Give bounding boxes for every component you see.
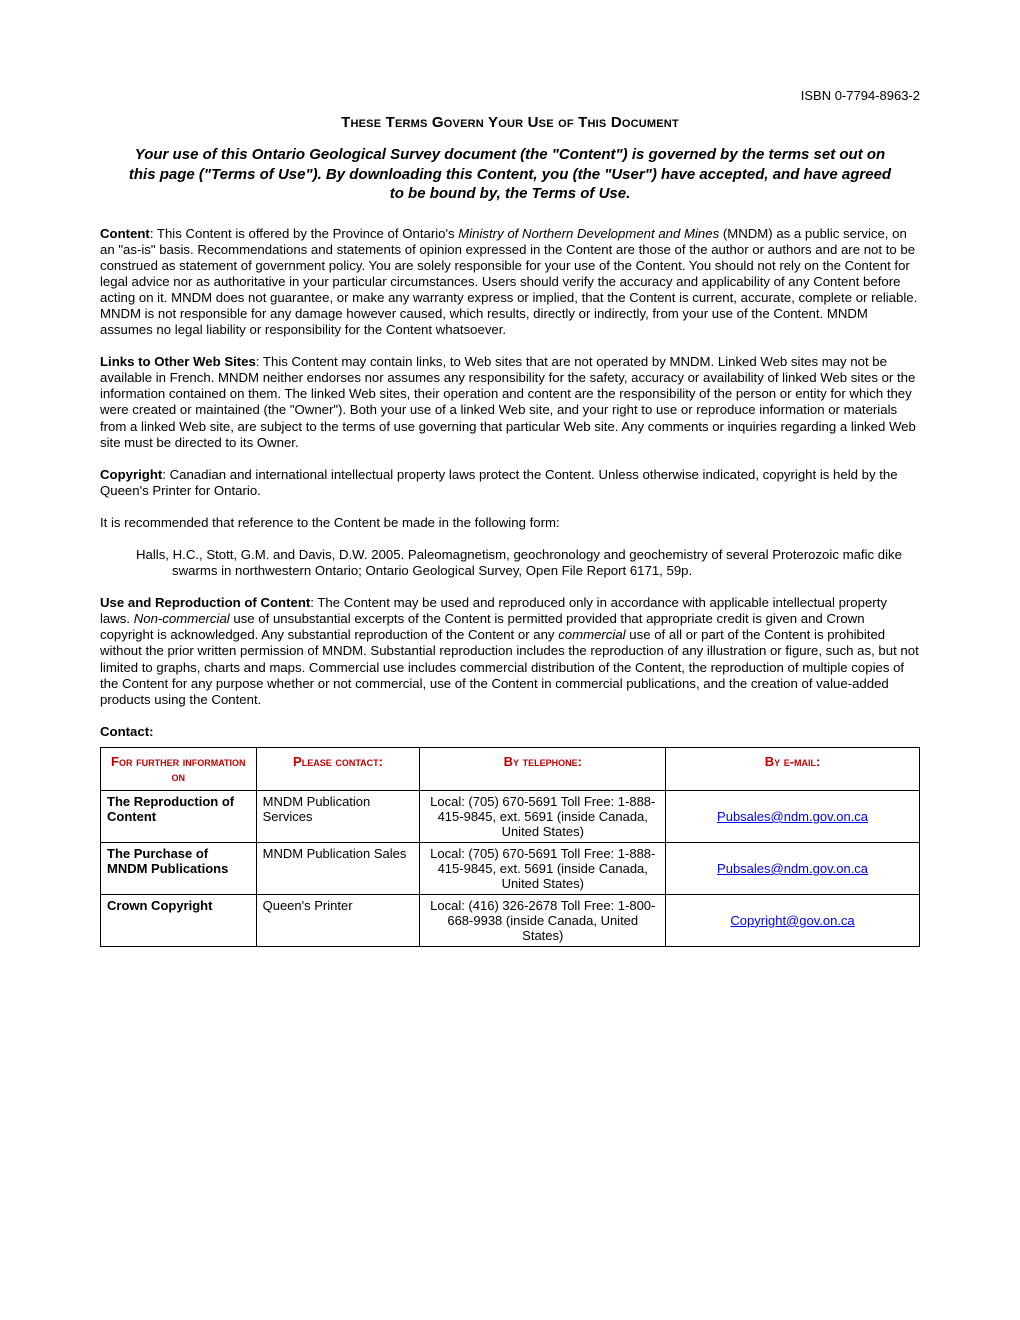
phone-cell: Local: (705) 670-5691 Toll Free: 1-888-4…	[420, 842, 666, 894]
ministry-name: Ministry of Northern Development and Min…	[458, 226, 719, 241]
email-cell: Pubsales@ndm.gov.on.ca	[666, 842, 920, 894]
email-link[interactable]: Copyright@gov.on.ca	[730, 913, 854, 928]
commercial: commercial	[558, 627, 625, 642]
phone-cell: Local: (416) 326-2678 Toll Free: 1-800-6…	[420, 894, 666, 946]
subtitle: Your use of this Ontario Geological Surv…	[120, 145, 900, 204]
header-phone: By telephone:	[420, 747, 666, 790]
text: : Canadian and international intellectua…	[100, 467, 898, 498]
topic-cell: The Reproduction of Content	[101, 790, 257, 842]
copyright-label: Copyright	[100, 467, 162, 482]
reference-intro: It is recommended that reference to the …	[100, 515, 920, 531]
text: : This Content is offered by the Provinc…	[150, 226, 458, 241]
header-email: By e-mail:	[666, 747, 920, 790]
table-row: The Reproduction of Content MNDM Publica…	[101, 790, 920, 842]
citation-block: Halls, H.C., Stott, G.M. and Davis, D.W.…	[100, 547, 920, 579]
non-commercial: Non-commercial	[134, 611, 230, 626]
topic-cell: Crown Copyright	[101, 894, 257, 946]
email-link[interactable]: Pubsales@ndm.gov.on.ca	[717, 861, 868, 876]
links-label: Links to Other Web Sites	[100, 354, 256, 369]
contact-cell: Queen's Printer	[256, 894, 420, 946]
phone-cell: Local: (705) 670-5691 Toll Free: 1-888-4…	[420, 790, 666, 842]
email-cell: Pubsales@ndm.gov.on.ca	[666, 790, 920, 842]
topic-cell: The Purchase of MNDM Publications	[101, 842, 257, 894]
use-paragraph: Use and Reproduction of Content: The Con…	[100, 595, 920, 708]
email-cell: Copyright@gov.on.ca	[666, 894, 920, 946]
contact-table: For further information on Please contac…	[100, 747, 920, 947]
text: (MNDM) as a public service, on an "as-is…	[100, 226, 917, 338]
text: Contact	[100, 724, 149, 739]
content-label: Content	[100, 226, 150, 241]
page: ISBN 0-7794-8963-2 These Terms Govern Yo…	[0, 0, 1020, 1320]
isbn: ISBN 0-7794-8963-2	[801, 88, 920, 103]
header-contact: Please contact:	[256, 747, 420, 790]
use-label: Use and Reproduction of Content	[100, 595, 310, 610]
email-link[interactable]: Pubsales@ndm.gov.on.ca	[717, 809, 868, 824]
copyright-paragraph: Copyright: Canadian and international in…	[100, 467, 920, 499]
table-header-row: For further information on Please contac…	[101, 747, 920, 790]
contact-label: Contact:	[100, 724, 920, 739]
citation: Halls, H.C., Stott, G.M. and Davis, D.W.…	[136, 547, 920, 579]
header-info-on: For further information on	[101, 747, 257, 790]
contact-cell: MNDM Publication Sales	[256, 842, 420, 894]
contact-cell: MNDM Publication Services	[256, 790, 420, 842]
page-title: These Terms Govern Your Use of This Docu…	[100, 114, 920, 131]
table-row: The Purchase of MNDM Publications MNDM P…	[101, 842, 920, 894]
content-paragraph: Content: This Content is offered by the …	[100, 226, 920, 339]
links-paragraph: Links to Other Web Sites: This Content m…	[100, 354, 920, 451]
table-row: Crown Copyright Queen's Printer Local: (…	[101, 894, 920, 946]
